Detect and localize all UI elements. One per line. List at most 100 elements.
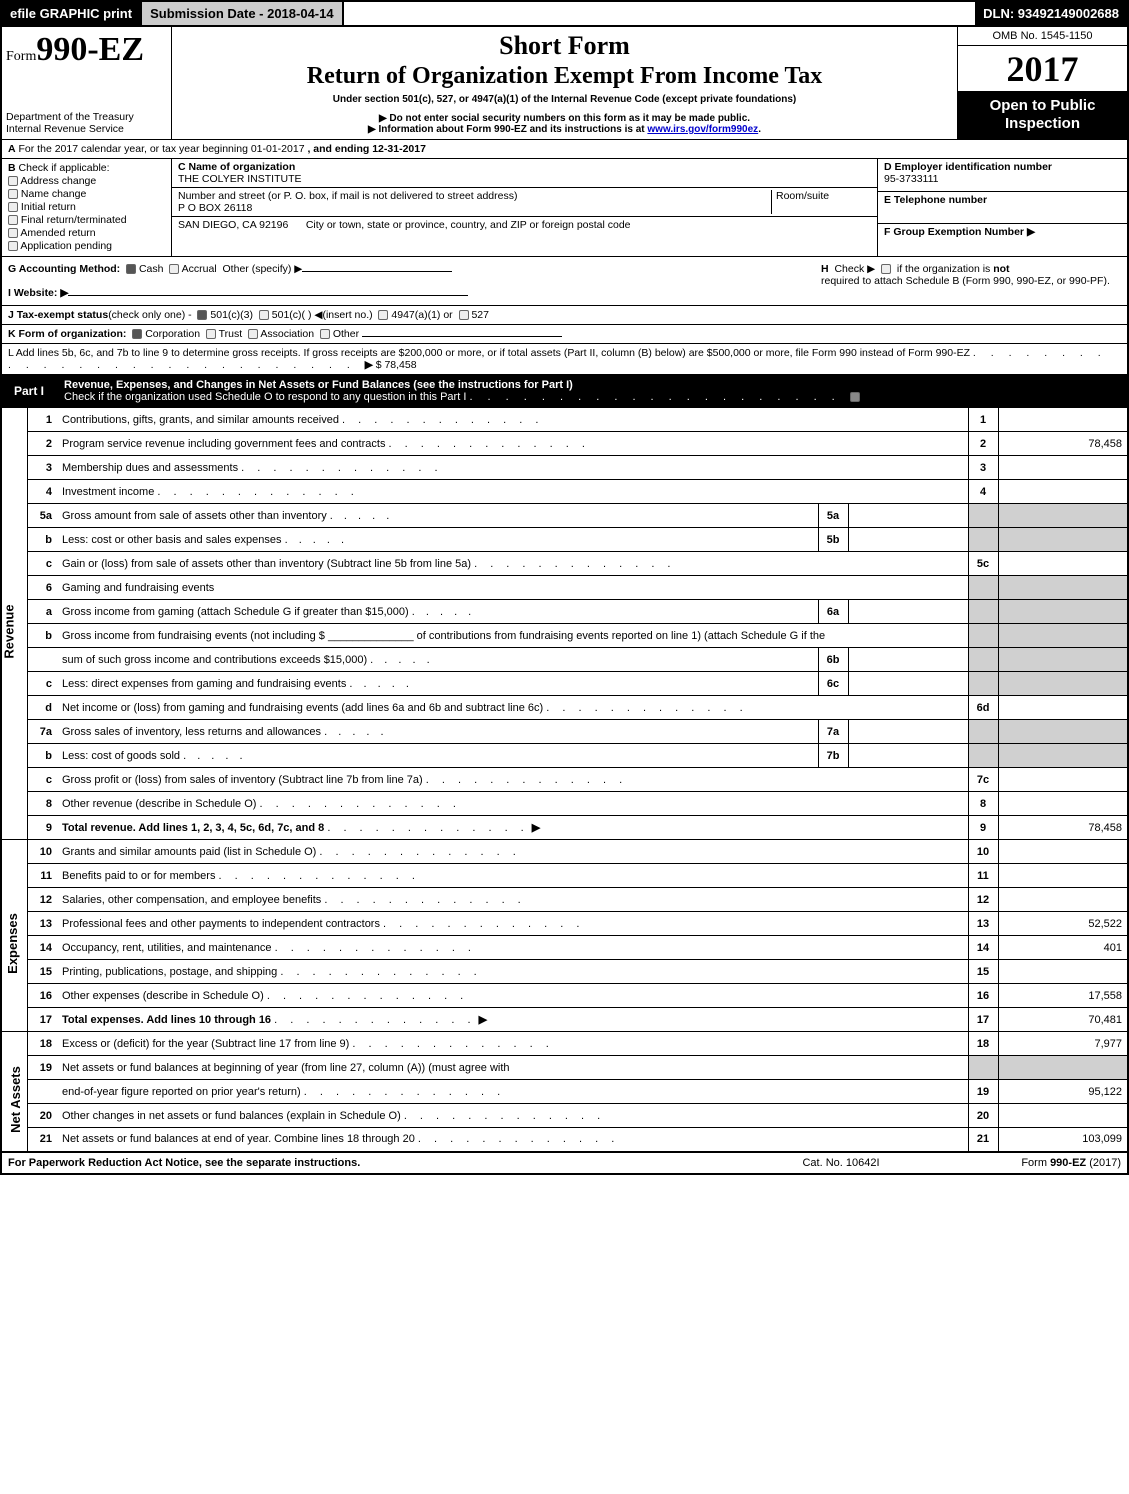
sub-line-number: 6c	[818, 672, 848, 696]
tax-year: 2017	[958, 46, 1127, 91]
room-label: Room/suite	[771, 190, 871, 214]
checkbox-final-return[interactable]	[8, 215, 18, 225]
section-label: Revenue	[1, 408, 27, 840]
right-line-number	[968, 648, 998, 672]
amount	[998, 504, 1128, 528]
section-label: Net Assets	[1, 1032, 27, 1152]
line-number: 19	[27, 1056, 57, 1080]
line-row: 7aGross sales of inventory, less returns…	[1, 720, 1128, 744]
instructions-link[interactable]: www.irs.gov/form990ez	[647, 124, 758, 135]
amount: 95,122	[998, 1080, 1128, 1104]
checkbox-cash[interactable]	[126, 264, 136, 274]
amount: 17,558	[998, 984, 1128, 1008]
checkbox-4947[interactable]	[378, 310, 388, 320]
checkbox-accrual[interactable]	[169, 264, 179, 274]
line-number	[27, 648, 57, 672]
f-label: F Group Exemption Number	[884, 226, 1024, 238]
checkbox-association[interactable]	[248, 329, 258, 339]
block-bcd: B Check if applicable: Address change Na…	[0, 159, 1129, 257]
f-arrow: ▶	[1027, 226, 1035, 238]
addr: P O BOX 26118	[178, 202, 771, 214]
line-row: Net Assets18Excess or (deficit) for the …	[1, 1032, 1128, 1056]
sub-amount	[848, 672, 968, 696]
line-desc: Gross income from gaming (attach Schedul…	[57, 600, 818, 624]
checkbox-527[interactable]	[459, 310, 469, 320]
amount	[998, 456, 1128, 480]
line-number: 6	[27, 576, 57, 600]
line-number: 1	[27, 408, 57, 432]
checkbox-h[interactable]	[881, 264, 891, 274]
line-row: bLess: cost or other basis and sales exp…	[1, 528, 1128, 552]
line-desc: Investment income . . . . . . . . . . . …	[57, 480, 968, 504]
amount	[998, 408, 1128, 432]
submission-date: Submission Date - 2018-04-14	[142, 2, 344, 25]
amount	[998, 696, 1128, 720]
sub-amount	[848, 600, 968, 624]
form-box: Form 990-EZ Department of the Treasury I…	[2, 27, 172, 139]
line-desc: Gross profit or (loss) from sales of inv…	[57, 768, 968, 792]
efile-print-button[interactable]: efile GRAPHIC print	[2, 2, 142, 25]
amount	[998, 960, 1128, 984]
line-number: b	[27, 528, 57, 552]
right-line-number: 10	[968, 840, 998, 864]
right-line-number	[968, 600, 998, 624]
right-line-number: 14	[968, 936, 998, 960]
checkbox-schedule-o[interactable]	[850, 392, 860, 402]
header-row: efile GRAPHIC print Submission Date - 20…	[0, 0, 1129, 25]
g-other: Other (specify) ▶	[223, 263, 303, 275]
checkbox-trust[interactable]	[206, 329, 216, 339]
line-desc: sum of such gross income and contributio…	[57, 648, 818, 672]
right-line-number: 21	[968, 1128, 998, 1152]
checkbox-amended-return[interactable]	[8, 228, 18, 238]
line-number: 3	[27, 456, 57, 480]
line-desc: Gross amount from sale of assets other t…	[57, 504, 818, 528]
line-number	[27, 1080, 57, 1104]
line-desc: Total expenses. Add lines 10 through 16 …	[57, 1008, 968, 1032]
title-sub2b: ▶ Information about Form 990-EZ and its …	[368, 124, 647, 135]
checkbox-other-org[interactable]	[320, 329, 330, 339]
l-arrow: ▶	[365, 359, 373, 371]
g-cash: Cash	[139, 263, 164, 275]
title-sub1: Under section 501(c), 527, or 4947(a)(1)…	[182, 94, 947, 105]
line-desc: Net assets or fund balances at end of ye…	[57, 1128, 968, 1152]
col-c: C Name of organization THE COLYER INSTIT…	[172, 159, 877, 256]
line-desc: Program service revenue including govern…	[57, 432, 968, 456]
right-line-number: 5c	[968, 552, 998, 576]
line-desc: Gross income from fundraising events (no…	[57, 624, 968, 648]
row-a-text2: , and ending 12-31-2017	[307, 143, 425, 155]
amount	[998, 888, 1128, 912]
line-number: 13	[27, 912, 57, 936]
dln: DLN: 93492149002688	[975, 2, 1127, 25]
footer: For Paperwork Reduction Act Notice, see …	[0, 1153, 1129, 1175]
line-number: 7a	[27, 720, 57, 744]
line-desc: Membership dues and assessments . . . . …	[57, 456, 968, 480]
line-number: 15	[27, 960, 57, 984]
row-a-text1: For the 2017 calendar year, or tax year …	[19, 143, 305, 155]
line-number: c	[27, 768, 57, 792]
checkbox-501c3[interactable]	[197, 310, 207, 320]
lines-table: Revenue1Contributions, gifts, grants, an…	[0, 407, 1129, 1153]
right-line-number: 7c	[968, 768, 998, 792]
checkbox-address-change[interactable]	[8, 176, 18, 186]
right-line-number	[968, 672, 998, 696]
line-desc: Occupancy, rent, utilities, and maintena…	[57, 936, 968, 960]
l-amount: $ 78,458	[376, 359, 417, 371]
checkbox-initial-return[interactable]	[8, 202, 18, 212]
footer-left: For Paperwork Reduction Act Notice, see …	[8, 1157, 360, 1169]
checkbox-application-pending[interactable]	[8, 241, 18, 251]
checkbox-501c[interactable]	[259, 310, 269, 320]
line-number: a	[27, 600, 57, 624]
checkbox-name-change[interactable]	[8, 189, 18, 199]
row-a-label: A	[8, 143, 16, 155]
open-public-2: Inspection	[960, 115, 1125, 133]
line-desc: Benefits paid to or for members . . . . …	[57, 864, 968, 888]
j-label: J Tax-exempt status	[8, 309, 108, 321]
c-label: C Name of organization	[178, 161, 295, 173]
amount	[998, 720, 1128, 744]
line-row: cGain or (loss) from sale of assets othe…	[1, 552, 1128, 576]
amount	[998, 576, 1128, 600]
line-number: 10	[27, 840, 57, 864]
line-number: 9	[27, 816, 57, 840]
checkbox-corporation[interactable]	[132, 329, 142, 339]
sub-line-number: 6b	[818, 648, 848, 672]
